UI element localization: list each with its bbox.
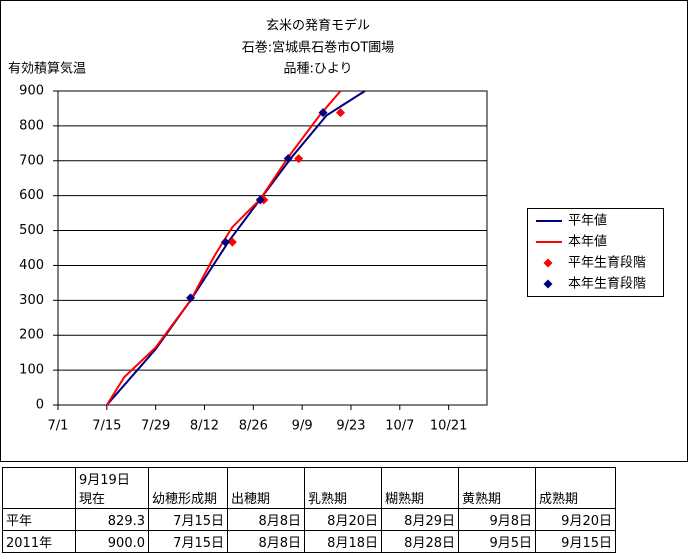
x-tick-label: 8/12	[190, 419, 219, 434]
table-cell: 平年	[2, 508, 76, 531]
table-cell: 9月19日 現在	[75, 467, 149, 509]
table-row: 平年 829.3 7月15日 8月8日 8月20日 8月29日 9月8日 9月20日	[2, 508, 616, 531]
table-cell: 9月15日	[535, 530, 616, 553]
x-tick-label: 10/7	[385, 419, 414, 434]
stage-marker	[255, 195, 265, 205]
x-tick-label: 8/26	[239, 419, 268, 434]
table-cell: 糊熟期	[381, 467, 459, 509]
table-cell: 2011年	[2, 530, 76, 553]
chart-title: 玄米の発育モデル	[266, 18, 370, 34]
y-tick-label: 200	[19, 328, 44, 343]
table-cell: 8月29日	[381, 508, 459, 531]
x-tick-label: 7/29	[141, 419, 170, 434]
y-tick-label: 300	[19, 293, 44, 308]
table-row: 2011年 900.0 7月15日 8月8日 8月18日 8月28日 9月5日 9月15日	[2, 530, 616, 553]
legend-marker	[543, 279, 553, 289]
table-cell: 成熟期	[535, 467, 616, 509]
legend-label: 本年生育段階	[568, 276, 646, 292]
table-cell: 幼穂形成期	[148, 467, 228, 509]
chart-subtitle: 品種:ひより	[283, 61, 352, 77]
y-tick-label: 800	[19, 118, 44, 133]
stage-marker	[227, 237, 237, 247]
table-cell: 9月5日	[458, 530, 536, 553]
table-cell: 900.0	[75, 530, 149, 553]
y-tick-label: 900	[19, 84, 44, 99]
y-tick-label: 600	[19, 188, 44, 203]
table-cell: 8月8日	[227, 508, 305, 531]
y-tick-label: 100	[19, 363, 44, 378]
chart-subtitle: 石巻:宮城県石巻市OT圃場	[242, 40, 395, 56]
series-line	[106, 90, 366, 406]
table-row: 9月19日 現在 幼穂形成期 出穂期 乳熟期 糊熟期 黄熟期 成熟期	[2, 467, 616, 509]
x-tick-label: 7/15	[92, 419, 121, 434]
legend-label: 平年生育段階	[568, 255, 646, 271]
legend-label: 本年値	[568, 234, 607, 250]
stage-marker	[336, 108, 346, 118]
stage-marker	[283, 154, 293, 164]
table-cell: 9月20日	[535, 508, 616, 531]
stage-marker	[318, 108, 328, 118]
stage-marker	[220, 237, 230, 247]
stage-marker	[186, 293, 196, 303]
table-cell: 8月18日	[304, 530, 382, 553]
table-cell	[2, 467, 76, 509]
table-cell: 7月15日	[148, 530, 228, 553]
table-cell: 8月28日	[381, 530, 459, 553]
table-cell: 出穂期	[227, 467, 305, 509]
legend-marker	[543, 258, 553, 268]
x-tick-label: 9/9	[292, 419, 313, 434]
y-tick-label: 500	[19, 223, 44, 238]
table-cell: 7月15日	[148, 508, 228, 531]
table-cell: 黄熟期	[458, 467, 536, 509]
table-cell: 乳熟期	[304, 467, 382, 509]
y-axis-label: 有効積算気温	[8, 61, 86, 77]
stage-table: 9月19日 現在 幼穂形成期 出穂期 乳熟期 糊熟期 黄熟期 成熟期 平年 829.3 7月15日…	[2, 467, 616, 553]
chart: 玄米の発育モデル 石巻:宮城県石巻市OT圃場 品種:ひより 有効積算気温 0 10…	[0, 0, 688, 462]
table-cell: 9月8日	[458, 508, 536, 531]
plot-area	[57, 90, 488, 406]
table-cell: 8月20日	[304, 508, 382, 531]
x-tick-label: 10/21	[430, 419, 467, 434]
y-tick-label: 0	[36, 398, 44, 413]
y-tick-label: 400	[19, 258, 44, 273]
x-tick-label: 7/1	[48, 419, 69, 434]
x-tick-label: 9/23	[336, 419, 365, 434]
stage-marker	[294, 154, 304, 164]
y-tick-label: 700	[19, 153, 44, 168]
table-cell: 8月8日	[227, 530, 305, 553]
legend-label: 平年値	[568, 213, 607, 229]
table-cell: 829.3	[75, 508, 149, 531]
